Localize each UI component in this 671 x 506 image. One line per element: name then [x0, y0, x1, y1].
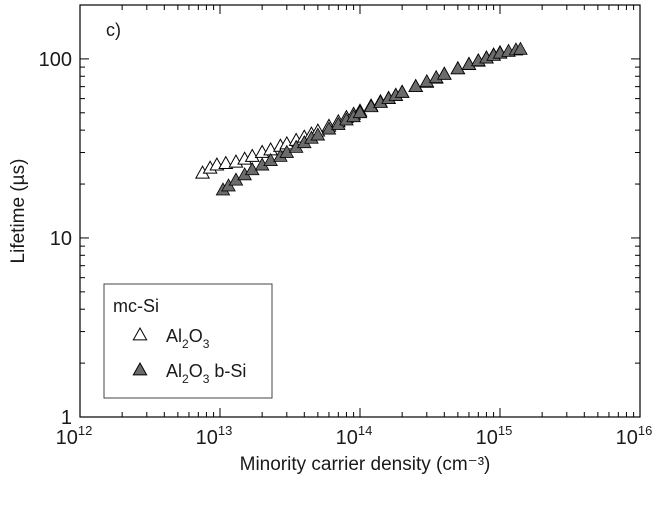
- legend-label-subscript: 3: [203, 337, 210, 351]
- x-tick-exponent: 13: [218, 423, 232, 438]
- data-point-filled-triangle: [352, 104, 368, 119]
- x-tick-base: 10: [616, 427, 638, 449]
- data-point-filled-triangle: [436, 66, 452, 80]
- legend-label-subscript: 2: [182, 337, 189, 351]
- series-al2o3-bsi-marks: [215, 41, 528, 196]
- legend-label: Al2O3: [166, 326, 210, 351]
- x-axis-title: Minority carrier density (cm⁻³): [240, 454, 491, 475]
- x-tick-base: 10: [336, 427, 358, 449]
- axis-ticks: [79, 4, 641, 418]
- x-tick-label: 1016: [616, 423, 653, 449]
- data-point-open-triangle: [218, 155, 234, 170]
- data-point-open-triangle: [244, 148, 260, 162]
- data-point-filled-triangle: [244, 162, 260, 176]
- legend-title: mc-Si: [113, 296, 159, 316]
- x-tick-label: 1014: [336, 423, 373, 449]
- legend-label-part: O: [189, 326, 203, 346]
- legend-marker: [132, 326, 148, 341]
- data-point-filled-triangle: [394, 84, 410, 98]
- y-axis-title: Lifetime (µs): [8, 159, 29, 264]
- x-tick-exponent: 15: [498, 423, 512, 438]
- legend-label-subscript: 3: [203, 372, 210, 386]
- x-tick-base: 10: [196, 427, 218, 449]
- data-point-filled-triangle: [310, 127, 326, 141]
- data-point-filled-triangle: [450, 61, 466, 75]
- legend-label: Al2O3 b-Si: [166, 361, 246, 386]
- y-tick-label: 10: [50, 228, 72, 250]
- legend-label-part: Al: [166, 361, 182, 381]
- legend-box: [103, 283, 273, 399]
- data-point-filled-triangle: [408, 78, 424, 92]
- x-tick-exponent: 16: [638, 423, 652, 438]
- x-tick-base: 10: [476, 427, 498, 449]
- legend-label-subscript: 2: [182, 372, 189, 386]
- y-tick-label: 100: [39, 49, 72, 71]
- data-point-filled-triangle: [513, 41, 528, 55]
- legend-label-part: Al: [166, 326, 182, 346]
- legend-label-part: b-Si: [209, 361, 246, 381]
- x-tick-exponent: 14: [358, 423, 372, 438]
- legend-marker: [132, 361, 148, 376]
- x-tick-label: 1015: [476, 423, 513, 449]
- data-point-filled-triangle: [263, 152, 278, 167]
- x-tick-base: 10: [56, 427, 78, 449]
- x-tick-label: 1012: [56, 423, 93, 449]
- y-tick-label: 1: [61, 407, 72, 429]
- legend-label-part: O: [189, 361, 203, 381]
- x-tick-exponent: 12: [78, 423, 92, 438]
- data-point-filled-triangle: [461, 56, 477, 70]
- x-tick-label: 1013: [196, 423, 233, 449]
- panel-label: c): [106, 20, 121, 40]
